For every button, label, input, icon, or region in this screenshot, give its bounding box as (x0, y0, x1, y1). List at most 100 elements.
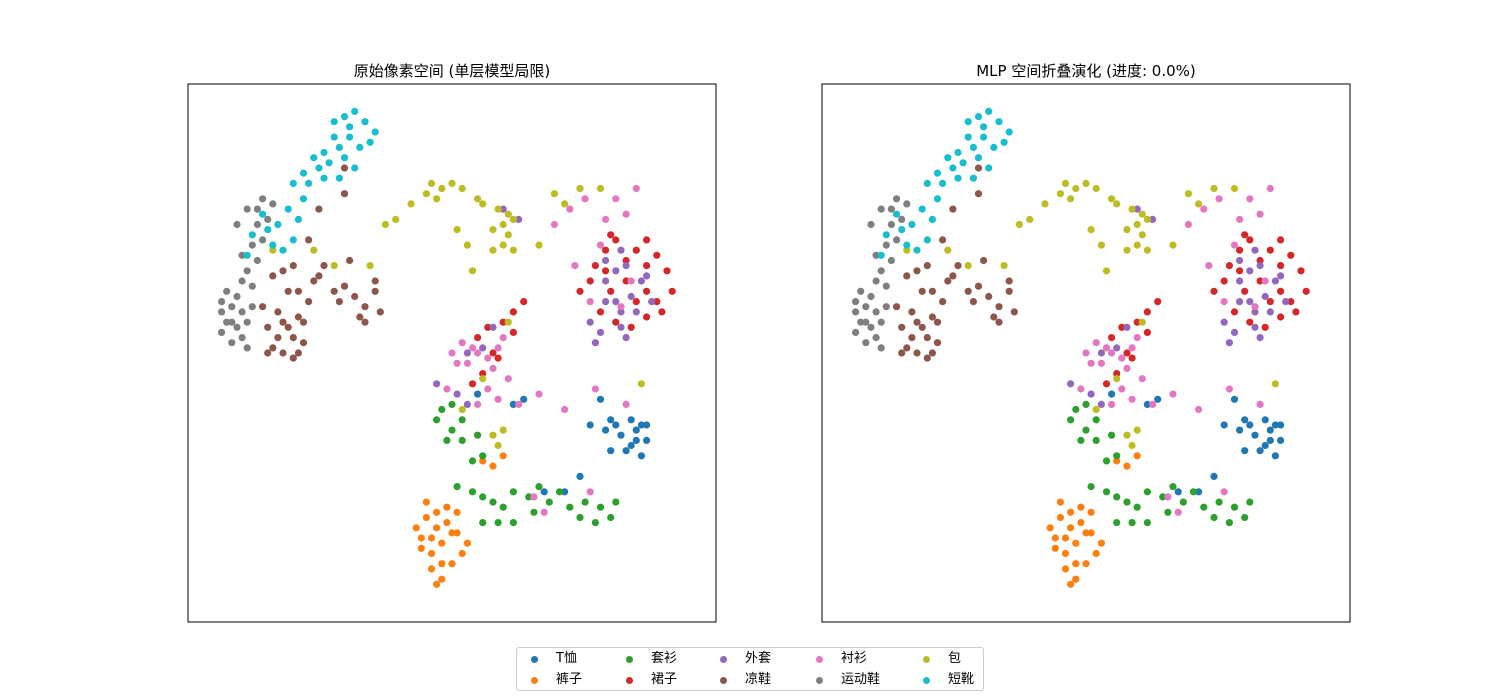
right-point-6-13 (1149, 400, 1157, 408)
right-point-0-5 (1271, 421, 1279, 429)
left-point-8-30 (458, 405, 466, 414)
right-point-3-17 (1277, 313, 1285, 321)
left-point-3-31 (602, 267, 610, 275)
right-point-2-22 (1215, 498, 1223, 506)
right-point-0-17 (1143, 400, 1151, 408)
right-point-3-20 (1220, 277, 1228, 285)
left-point-8-36 (310, 246, 318, 254)
left-point-3-18 (658, 308, 666, 316)
right-point-2-3 (1092, 416, 1100, 424)
right-point-4-4 (1282, 298, 1290, 306)
right-point-1-13 (1097, 539, 1105, 547)
left-point-8-19 (561, 200, 569, 208)
left-point-3-20 (586, 277, 594, 285)
left-point-7-18 (264, 215, 272, 223)
right-point-9-11 (990, 143, 998, 151)
legend-marker-trousers (531, 676, 538, 684)
right-point-3-14 (1230, 308, 1239, 316)
right-point-9-23 (893, 210, 901, 218)
legend-item-dress: 裙子 (612, 671, 677, 689)
right-point-2-9 (1102, 457, 1111, 465)
left-point-1-14 (448, 529, 456, 537)
left-point-8-10 (494, 205, 502, 213)
left-point-0-10 (586, 421, 594, 429)
left-point-2-19 (494, 519, 502, 527)
left-point-5-18 (330, 287, 338, 295)
right-point-3-31 (1236, 267, 1244, 275)
left-point-1-23 (499, 452, 507, 460)
right-point-0-10 (1220, 421, 1228, 429)
left-point-6-6 (448, 349, 456, 357)
right-point-1-10 (1072, 575, 1080, 583)
right-point-8-4 (1092, 184, 1100, 193)
legend-label-bag: 包 (948, 651, 962, 666)
right-point-5-5 (923, 334, 931, 342)
right-point-9-9 (959, 159, 967, 167)
left-point-5-16 (310, 277, 318, 285)
right-point-2-30 (1169, 483, 1177, 491)
left-point-7-28 (253, 256, 261, 265)
left-point-4-20 (463, 400, 471, 408)
right-point-4-16 (1123, 323, 1131, 331)
left-point-6-18 (571, 262, 579, 270)
left-point-6-30 (596, 241, 605, 249)
left-point-3-4 (632, 246, 640, 254)
right-point-3-7 (1297, 267, 1305, 275)
right-point-2-8 (1113, 452, 1121, 460)
left-point-8-20 (576, 184, 584, 193)
left-point-5-26 (346, 256, 354, 265)
right-point-8-8 (1015, 220, 1024, 229)
left-point-9-3 (361, 118, 369, 126)
right-point-1-8 (1051, 544, 1059, 552)
left-point-1-11 (448, 560, 456, 568)
left-point-3-0 (591, 262, 600, 270)
left-point-2-15 (509, 488, 517, 496)
left-point-1-4 (438, 539, 446, 547)
right-point-6-9 (1133, 334, 1141, 342)
right-point-0-15 (1277, 421, 1285, 429)
right-point-0-18 (1108, 390, 1116, 398)
right-point-5-13 (918, 287, 926, 295)
legend-item-sandal: 凉鞋 (706, 671, 771, 689)
right-point-1-17 (1077, 503, 1085, 511)
right-point-0-9 (1241, 447, 1249, 455)
left-point-6-28 (617, 303, 625, 311)
left-point-0-5 (637, 421, 646, 429)
right-point-7-12 (872, 277, 880, 285)
right-point-0-4 (1266, 436, 1274, 444)
left-point-5-36 (294, 349, 302, 357)
right-point-3-29 (1143, 328, 1151, 336)
left-point-9-4 (371, 128, 379, 136)
right-point-3-16 (1261, 323, 1269, 331)
left-point-5-8 (279, 349, 287, 357)
right-point-2-16 (1159, 493, 1167, 501)
right-point-0-21 (1174, 488, 1182, 496)
left-point-8-9 (479, 200, 487, 208)
right-point-5-28 (949, 205, 957, 213)
left-point-0-20 (561, 488, 569, 496)
left-point-4-21 (433, 380, 441, 388)
right-point-8-30 (1092, 405, 1100, 414)
left-point-3-11 (632, 298, 640, 306)
right-point-4-15 (1251, 323, 1259, 331)
right-point-7-13 (882, 282, 890, 290)
left-point-6-25 (581, 195, 589, 203)
right-point-9-6 (969, 143, 978, 151)
right-point-5-35 (898, 349, 906, 357)
right-point-4-5 (1251, 308, 1259, 316)
left-point-7-1 (228, 303, 236, 311)
left-point-3-16 (627, 323, 635, 331)
left-point-0-13 (627, 441, 635, 450)
left-point-6-2 (484, 354, 492, 362)
left-point-3-2 (612, 236, 620, 244)
left-point-3-29 (509, 328, 517, 336)
left-point-7-11 (223, 287, 231, 295)
right-point-2-1 (1072, 405, 1080, 414)
right-point-2-15 (1143, 488, 1151, 496)
left-point-9-15 (315, 164, 323, 172)
left-point-3-28 (494, 354, 502, 362)
right-point-8-14 (1133, 241, 1141, 249)
right-point-8-28 (1138, 318, 1146, 326)
right-point-3-23 (1133, 318, 1141, 326)
right-point-4-11 (1277, 272, 1285, 280)
